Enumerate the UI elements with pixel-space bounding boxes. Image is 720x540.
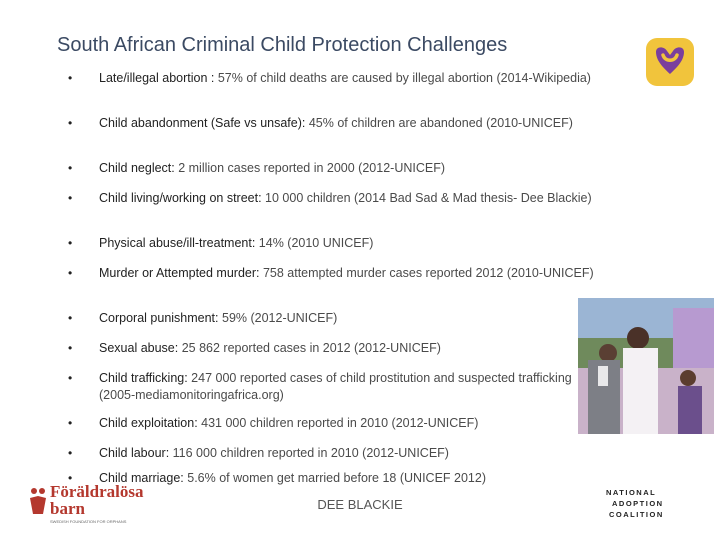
bullet-text: Child abandonment (Safe vs unsafe): 45% … <box>99 115 604 132</box>
logo-line-coalition: COALITION <box>609 510 664 519</box>
slide-title: South African Criminal Child Protection … <box>57 34 508 56</box>
bullet-label: Late/illegal abortion : <box>99 71 215 85</box>
bullet-value: 45% of children are abandoned (2010-UNIC… <box>308 116 573 130</box>
bullet-value: 14% (2010 UNICEF) <box>255 236 374 250</box>
bullet-dot: • <box>68 116 73 130</box>
bullet-label: Child labour: <box>99 446 170 460</box>
bullet-text: Sexual abuse: 25 862 reported cases in 2… <box>99 340 604 357</box>
bullet-value: 431 000 children reported in 2010 (2012-… <box>197 416 479 430</box>
bullet-text: Child marriage: 5.6% of women get marrie… <box>99 470 604 487</box>
bullet-dot: • <box>68 71 73 85</box>
bullet-dot: • <box>68 161 73 175</box>
bullet-dot: • <box>68 191 73 205</box>
bullet-dot: • <box>68 266 73 280</box>
bullet-label: Child abandonment (Safe vs unsafe): <box>99 116 309 130</box>
logo-subtitle: SWEDISH FOUNDATION FOR ORPHANS <box>50 519 127 524</box>
bullet-text: Child exploitation: 431 000 children rep… <box>99 415 604 432</box>
logo-line2: barn <box>50 499 85 518</box>
bullet-dot: • <box>68 311 73 325</box>
bullet-text: Child labour: 116 000 children reported … <box>99 445 604 462</box>
logo-line-national: NATIONAL <box>606 488 657 497</box>
bullet-value: 2 million cases reported in 2000 (2012-U… <box>174 161 446 175</box>
foraldralosa-barn-logo: Föräldralösa barn SWEDISH FOUNDATION FOR… <box>28 482 144 532</box>
bullet-dot: • <box>68 471 73 485</box>
heart-logo-icon <box>646 38 694 86</box>
bullet-label: Sexual abuse: <box>99 341 179 355</box>
bullet-text: Child living/working on street: 10 000 c… <box>99 190 604 207</box>
bullet-dot: • <box>68 371 73 385</box>
bullet-label: Child exploitation: <box>99 416 198 430</box>
bullet-text: Child neglect: 2 million cases reported … <box>99 160 604 177</box>
bullet-dot: • <box>68 236 73 250</box>
bullet-label: Murder or Attempted murder: <box>99 266 260 280</box>
family-icon <box>30 488 46 514</box>
logo-line1: Föräldralösa <box>50 482 144 501</box>
bullet-label: Child living/working on street: <box>99 191 262 205</box>
bullet-text: Murder or Attempted murder: 758 attempte… <box>99 265 604 282</box>
bullet-value: 247 000 reported cases of child prostitu… <box>99 371 572 402</box>
bullet-value: 758 attempted murder cases reported 2012… <box>259 266 594 280</box>
bullet-label: Child trafficking: <box>99 371 188 385</box>
footer-author: DEE BLACKIE <box>317 497 403 512</box>
national-adoption-coalition-logo: NATIONAL ADOPTION COALITION <box>606 488 696 522</box>
bullet-value: 5.6% of women get married before 18 (UNI… <box>183 471 486 485</box>
bullet-text: Physical abuse/ill-treatment: 14% (2010 … <box>99 235 604 252</box>
logo-line-adoption: ADOPTION <box>612 499 664 508</box>
bullet-value: 10 000 children (2014 Bad Sad & Mad thes… <box>261 191 592 205</box>
bullet-label: Corporal punishment: <box>99 311 219 325</box>
bullet-value: 59% (2012-UNICEF) <box>218 311 338 325</box>
bullet-label: Child neglect: <box>99 161 175 175</box>
bullet-value: 57% of child deaths are caused by illega… <box>214 71 591 85</box>
bullet-value: 116 000 children reported in 2010 (2012-… <box>169 446 449 460</box>
bullet-value: 25 862 reported cases in 2012 (2012-UNIC… <box>178 341 441 355</box>
bullet-text: Corporal punishment: 59% (2012-UNICEF) <box>99 310 604 327</box>
bullet-dot: • <box>68 416 73 430</box>
bullet-text: Child trafficking: 247 000 reported case… <box>99 370 604 404</box>
bullet-label: Physical abuse/ill-treatment: <box>99 236 256 250</box>
bullet-dot: • <box>68 341 73 355</box>
wedding-photo <box>578 298 714 434</box>
bullet-label: Child marriage: <box>99 471 184 485</box>
bullet-text: Late/illegal abortion : 57% of child dea… <box>99 70 604 87</box>
bullet-dot: • <box>68 446 73 460</box>
